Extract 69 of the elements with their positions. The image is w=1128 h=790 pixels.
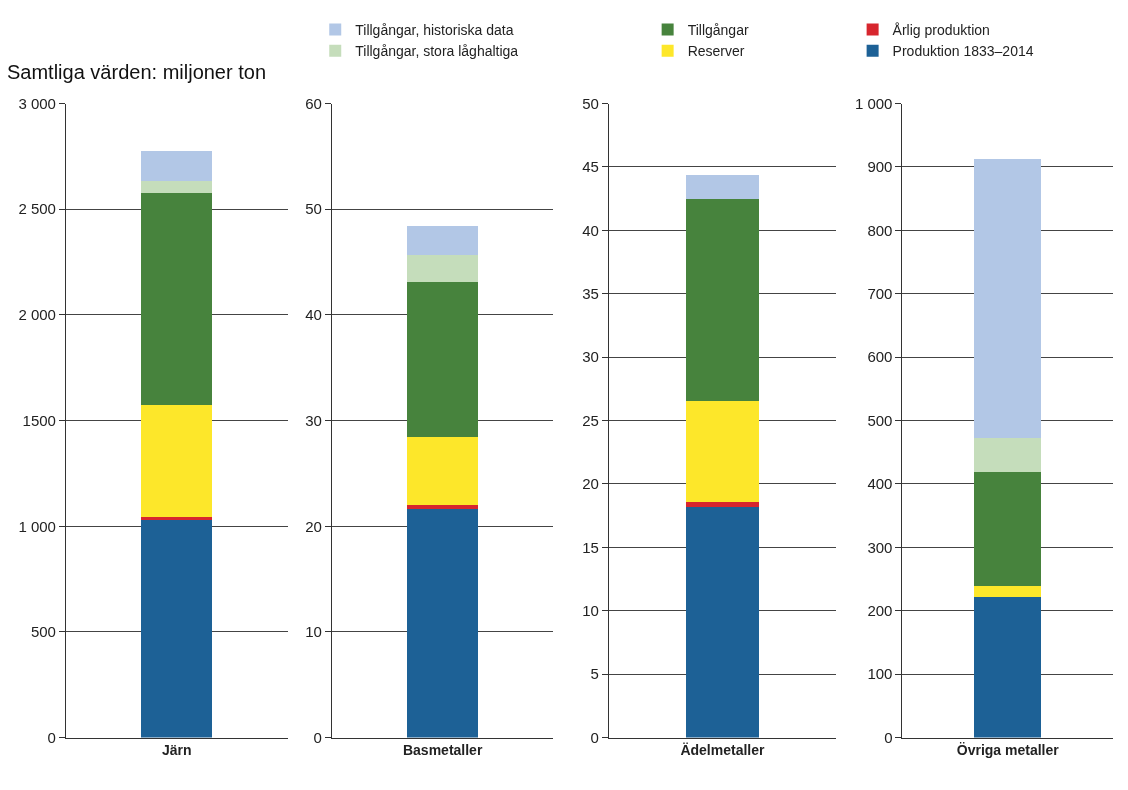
y-tick-label: 2 500: [18, 200, 56, 218]
bar: [974, 158, 1042, 438]
y-tick-label: 15: [582, 538, 599, 556]
legend-label: Produktion 1833–2014: [892, 43, 1034, 60]
bar: [406, 504, 478, 509]
y-tick-label: 700: [867, 285, 893, 302]
bar: [685, 506, 759, 738]
y-tick-label: 10: [582, 602, 599, 620]
legend-label: Årlig produktion: [892, 22, 990, 39]
bar: [406, 225, 478, 255]
y-tick-label: 200: [867, 602, 893, 620]
y-tick-label: 20: [582, 475, 599, 493]
y-tick-label: 3 000: [18, 94, 56, 112]
y-tick-label: 1 000: [854, 94, 893, 112]
bar: [406, 254, 478, 282]
y-tick-label: 800: [867, 221, 893, 239]
x-tick-label: Övriga metaller: [956, 742, 1060, 759]
y-tick-label: 600: [867, 348, 893, 366]
y-tick-label: 10: [305, 623, 322, 641]
y-tick-label: 50: [582, 94, 599, 112]
bar: [974, 471, 1042, 586]
legend-label: Tillgångar, historiska data: [355, 22, 514, 39]
legend-label: Reserver: [687, 43, 745, 60]
y-tick-label: 40: [305, 306, 322, 324]
bar: [406, 508, 478, 738]
y-tick-label: 50: [305, 200, 322, 218]
legend-label: Tillgångar: [687, 22, 749, 39]
bar: [140, 150, 212, 181]
bar: [974, 596, 1042, 738]
y-tick-label: 20: [305, 517, 322, 535]
x-tick-label: Ädelmetaller: [680, 742, 765, 759]
bar: [685, 198, 759, 401]
bar: [974, 437, 1042, 472]
y-tick-label: 100: [867, 665, 893, 683]
y-tick-label: 0: [884, 728, 893, 746]
y-tick-label: 25: [582, 411, 599, 429]
y-tick-label: 5: [590, 665, 599, 683]
y-tick-label: 500: [30, 623, 56, 641]
bar: [406, 436, 478, 505]
y-tick-label: 2 000: [18, 306, 56, 324]
x-tick-label: Basmetaller: [402, 742, 483, 759]
legend-label: Tillgångar, stora låghaltiga: [355, 43, 519, 60]
y-tick-label: 45: [582, 158, 599, 176]
bar: [685, 501, 759, 507]
bar: [974, 585, 1042, 597]
y-tick-label: 60: [305, 94, 322, 112]
bar: [685, 174, 759, 199]
y-tick-label: 300: [867, 538, 893, 556]
bar: [685, 400, 759, 502]
bar: [140, 404, 212, 517]
bar: [140, 519, 212, 738]
y-tick-label: 40: [582, 221, 599, 239]
bar: [140, 180, 212, 193]
y-tick-label: 0: [313, 728, 322, 746]
y-tick-label: 0: [47, 728, 56, 746]
y-tick-label: 500: [867, 411, 893, 429]
chart-title: Samtliga värden: miljoner ton: [7, 61, 267, 83]
y-tick-label: 400: [867, 475, 893, 493]
y-tick-label: 1500: [22, 411, 56, 429]
y-tick-label: 30: [582, 348, 599, 366]
y-tick-label: 900: [867, 158, 893, 176]
bar: [406, 281, 478, 437]
y-tick-label: 30: [305, 411, 322, 429]
bar: [140, 516, 212, 520]
y-tick-label: 1 000: [18, 517, 56, 535]
y-tick-label: 0: [590, 728, 599, 746]
bar: [140, 192, 212, 405]
x-tick-label: Järn: [161, 742, 192, 759]
y-tick-label: 35: [582, 285, 599, 302]
